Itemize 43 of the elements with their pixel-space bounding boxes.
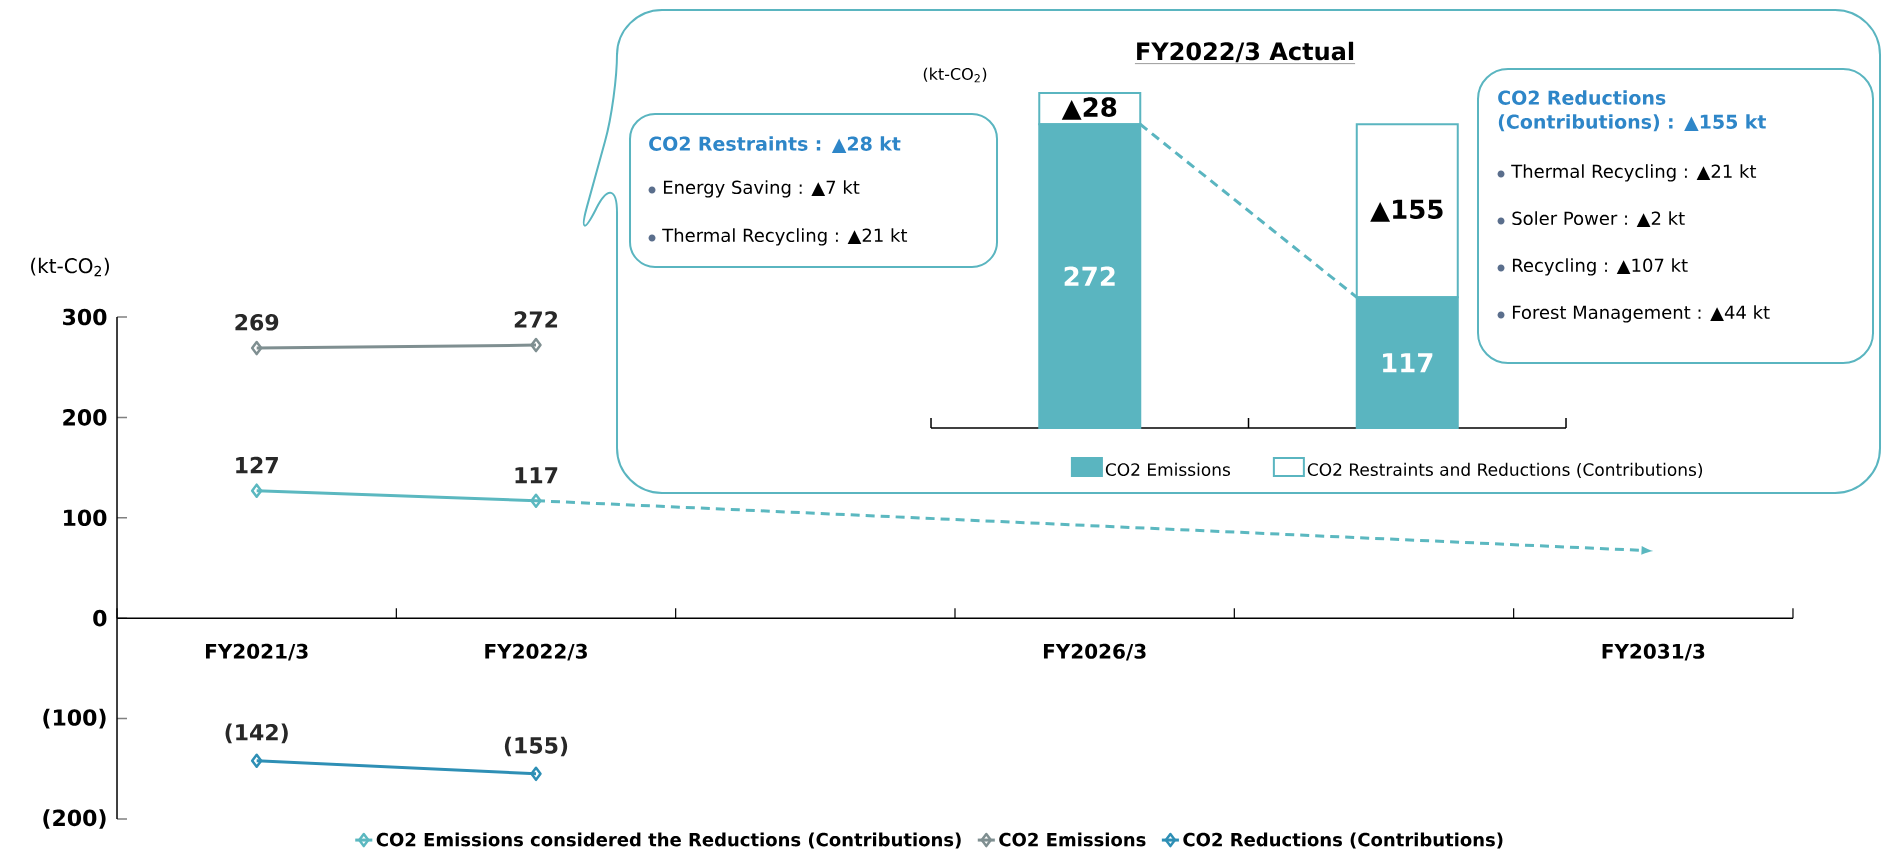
annotation: CO2 Reductions (Contributions) : ▲155 kt bbox=[1498, 90, 1766, 132]
annotation: Soler Power : ▲2 kt bbox=[1512, 211, 1685, 228]
point bbox=[250, 340, 263, 356]
legend-label: CO2 Restraints and Reductions (Contributions) bbox=[1307, 462, 1703, 479]
data-label: 127 bbox=[236, 456, 278, 474]
y-tick-label: (200) bbox=[43, 809, 106, 829]
y-tick-label: 0 bbox=[93, 609, 107, 627]
point bbox=[250, 483, 263, 498]
y-tick-label: 200 bbox=[63, 409, 107, 426]
legend-label: CO2 Emissions bbox=[999, 832, 1146, 847]
point bbox=[530, 766, 542, 782]
annotation: Forest Management : ▲44 kt bbox=[1512, 305, 1770, 323]
data-label: 117 bbox=[515, 467, 558, 484]
annotation: Recycling : ▲107 kt bbox=[1512, 258, 1688, 276]
data-label: (155) bbox=[504, 736, 568, 757]
legend-label: CO2 Emissions bbox=[1105, 462, 1231, 477]
annotation: Thermal Recycling : ▲21 kt bbox=[1511, 164, 1757, 182]
y-axis-title: (kt-CO$_{2}$) bbox=[31, 257, 109, 277]
x-tick-label: FY2022/3 bbox=[485, 643, 587, 661]
text: Thermal Recycling : ▲21 kt bbox=[662, 228, 908, 246]
data-label: (142) bbox=[225, 723, 288, 744]
y-tick-label: (100) bbox=[43, 708, 106, 729]
point bbox=[250, 753, 263, 768]
data-label: 269 bbox=[235, 313, 279, 331]
point bbox=[1641, 545, 1654, 555]
legend-label: CO2 Reductions (Contributions) bbox=[1183, 832, 1503, 849]
data-label: ▲155 bbox=[1370, 199, 1443, 222]
y-tick-label: 300 bbox=[63, 308, 107, 326]
data-label: 272 bbox=[1064, 266, 1115, 286]
y-tick-label: 100 bbox=[64, 509, 107, 527]
x-tick-label: FY2031/3 bbox=[1602, 643, 1705, 661]
chart-title: FY2022/3 Actual bbox=[1137, 41, 1354, 63]
point bbox=[530, 493, 542, 508]
data-label: ▲28 bbox=[1061, 97, 1117, 120]
point bbox=[530, 337, 542, 353]
text: CO2 Restraints : ▲28 kt bbox=[649, 136, 901, 153]
text: Energy Saving : ▲7 kt bbox=[663, 180, 860, 198]
x-tick-label: FY2026/3 bbox=[1043, 643, 1146, 661]
x-tick-label: FY2021/3 bbox=[206, 643, 308, 661]
y-axis-title: (kt-CO$_{2}$) bbox=[923, 67, 987, 83]
data-label: 272 bbox=[514, 311, 558, 328]
legend-label: CO2 Emissions considered the Reductions (Contributions) bbox=[376, 832, 961, 849]
data-label: 117 bbox=[1383, 353, 1433, 373]
